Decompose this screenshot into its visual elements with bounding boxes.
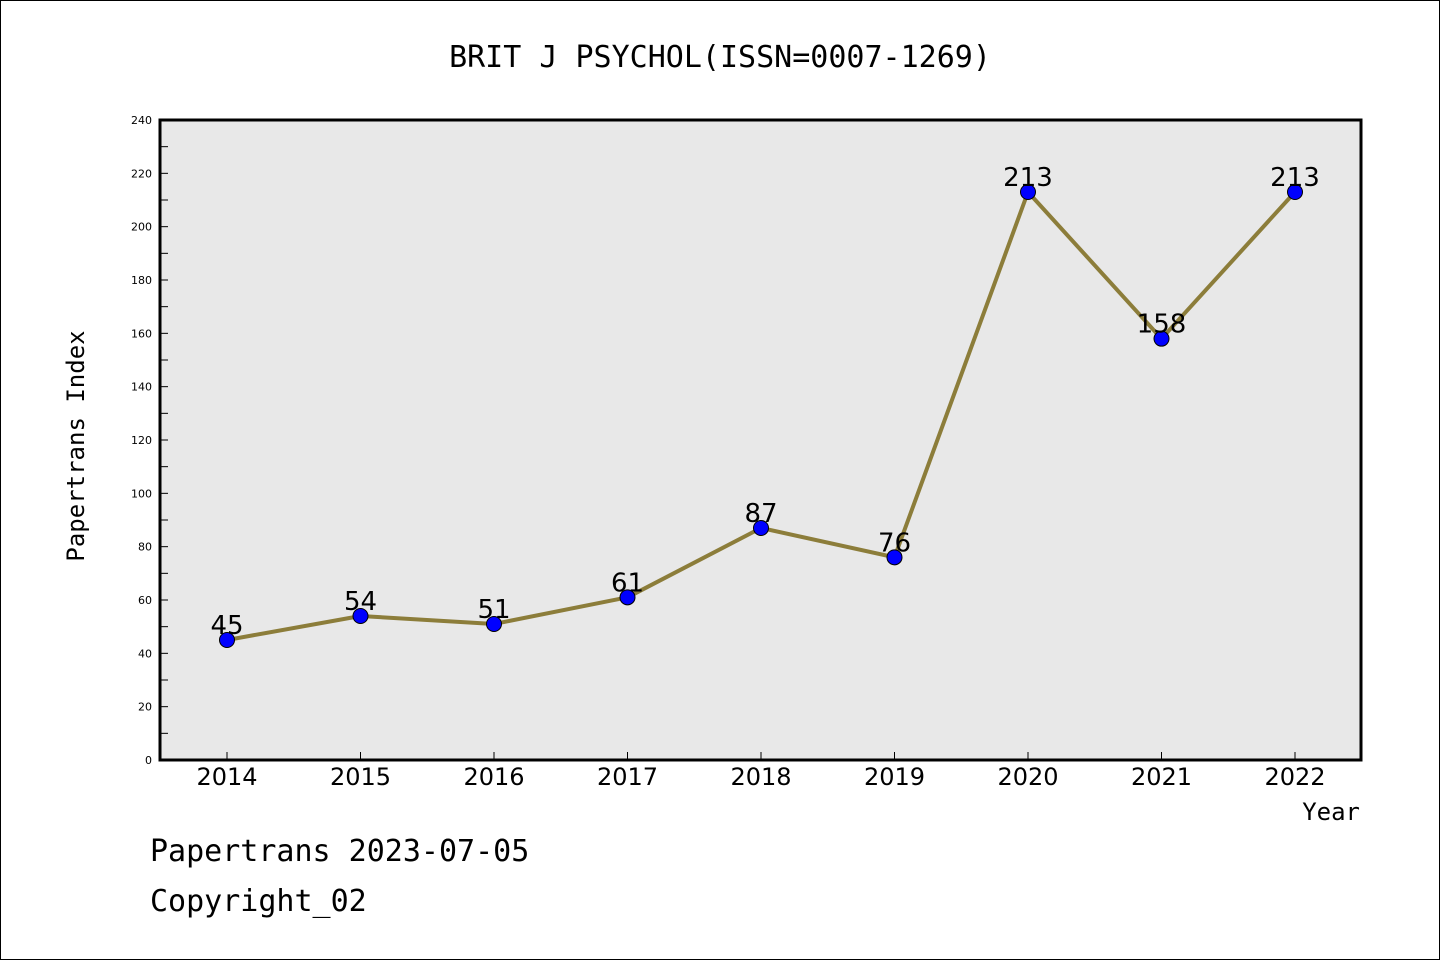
x-tick-label: 2022 bbox=[1264, 763, 1325, 791]
y-tick-label: 240 bbox=[131, 114, 152, 127]
data-point bbox=[219, 632, 235, 648]
y-tick-label: 200 bbox=[131, 221, 152, 234]
data-label: 45 bbox=[210, 611, 243, 641]
y-axis: 0 20 40 60 80 100 120 140 160 180 200 220 240 bbox=[131, 114, 168, 767]
x-tick-label: 2021 bbox=[1131, 763, 1192, 791]
y-tick-label: 160 bbox=[131, 327, 152, 340]
x-tick-label: 2016 bbox=[463, 763, 524, 791]
data-label: 213 bbox=[1003, 163, 1053, 193]
x-tick-label: 2018 bbox=[730, 763, 791, 791]
y-tick-label: 80 bbox=[138, 541, 152, 554]
x-tick-label: 2015 bbox=[330, 763, 391, 791]
data-point bbox=[886, 549, 903, 566]
y-tick-label: 140 bbox=[131, 381, 152, 394]
data-point bbox=[352, 608, 369, 624]
x-tick-label: 2014 bbox=[196, 763, 257, 791]
x-tick-label: 2017 bbox=[597, 763, 658, 791]
data-label: 54 bbox=[344, 587, 377, 617]
data-label: 213 bbox=[1270, 163, 1320, 193]
data-label: 51 bbox=[477, 595, 510, 625]
footer-date: Papertrans 2023-07-05 bbox=[150, 834, 530, 869]
footer-copyright: Copyright_02 bbox=[150, 884, 367, 919]
data-point bbox=[1153, 330, 1170, 347]
y-tick-label: 180 bbox=[131, 274, 152, 287]
y-tick-label: 40 bbox=[138, 647, 152, 660]
y-tick-label: 220 bbox=[131, 167, 152, 180]
data-label: 76 bbox=[878, 528, 911, 558]
data-label: 87 bbox=[744, 499, 777, 529]
plot-area bbox=[158, 118, 1363, 762]
data-markers bbox=[219, 184, 1303, 648]
y-axis-label: Papertrans Index bbox=[62, 330, 90, 561]
y-tick-label: 60 bbox=[138, 594, 152, 607]
y-tick-label: 120 bbox=[131, 434, 152, 447]
x-axis: 2014 2015 2016 2017 2018 2019 2020 2021 2022 bbox=[196, 752, 1326, 791]
data-point bbox=[1287, 184, 1303, 200]
y-tick-label: 100 bbox=[131, 487, 152, 500]
x-axis-label: Year bbox=[1302, 798, 1360, 826]
data-labels: 45 54 51 61 87 76 213 158 213 bbox=[210, 163, 1319, 641]
chart-title: BRIT J PSYCHOL(ISSN=0007-1269) bbox=[449, 40, 991, 75]
y-tick-label: 20 bbox=[138, 701, 152, 714]
data-label: 158 bbox=[1137, 310, 1187, 340]
data-point bbox=[1020, 184, 1036, 200]
data-point bbox=[486, 616, 502, 632]
y-tick-label: 0 bbox=[145, 754, 152, 767]
data-point bbox=[753, 520, 769, 536]
data-label: 61 bbox=[611, 568, 644, 598]
data-point bbox=[619, 589, 636, 606]
x-tick-label: 2020 bbox=[997, 763, 1058, 791]
x-tick-label: 2019 bbox=[864, 763, 925, 791]
